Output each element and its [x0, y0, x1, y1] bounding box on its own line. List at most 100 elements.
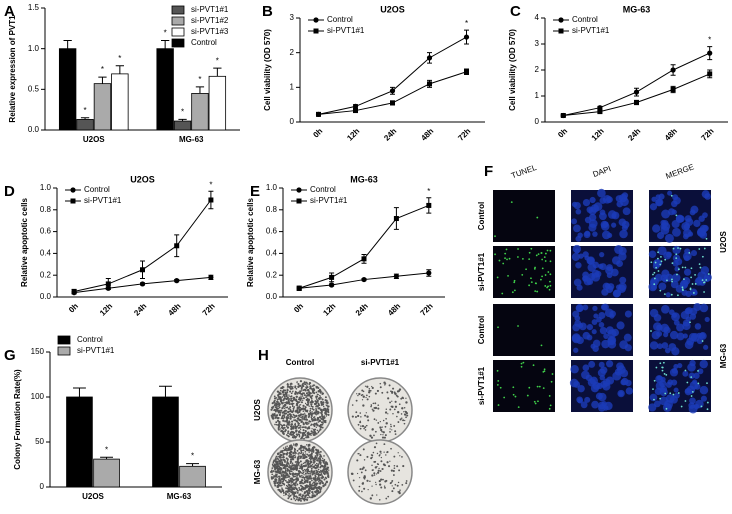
colony — [327, 406, 329, 408]
colony — [296, 433, 298, 435]
nucleus — [625, 311, 632, 318]
colony — [295, 436, 296, 437]
colony — [292, 468, 294, 470]
colony — [383, 431, 385, 433]
nucleus — [584, 231, 590, 237]
colony — [305, 453, 306, 454]
colony — [307, 497, 309, 499]
colony — [287, 386, 289, 388]
colony — [307, 424, 308, 425]
y-tick-label: 0.8 — [40, 205, 52, 214]
colony — [320, 391, 322, 393]
nucleus — [660, 324, 669, 333]
tunel-dot — [499, 260, 501, 262]
colony — [274, 398, 276, 400]
colony — [317, 455, 319, 457]
colony — [291, 487, 292, 488]
colony — [287, 423, 289, 425]
bar — [180, 466, 206, 487]
colony — [314, 495, 316, 497]
colony — [277, 453, 279, 455]
x-tick-label: 48h — [386, 301, 402, 317]
nucleus — [672, 246, 680, 254]
nucleus — [683, 252, 692, 261]
nucleus — [576, 396, 583, 403]
marker — [464, 69, 469, 74]
colony — [299, 427, 301, 429]
tunel-dot — [658, 270, 660, 272]
colony — [287, 417, 289, 419]
colony — [306, 415, 307, 416]
colony — [299, 465, 300, 466]
tunel-dot — [676, 214, 678, 216]
tunel-dot — [539, 386, 541, 388]
legend-label: Control — [77, 335, 103, 344]
colony — [286, 453, 288, 455]
colony — [274, 479, 275, 480]
colony — [314, 477, 316, 479]
colony — [380, 470, 382, 472]
colony — [300, 500, 302, 502]
colony — [290, 432, 292, 434]
colony — [375, 484, 376, 485]
tunel-dot — [533, 364, 535, 366]
colony — [288, 484, 290, 486]
colony — [298, 431, 300, 433]
colony — [314, 429, 315, 430]
colony — [281, 475, 283, 477]
colony — [295, 425, 297, 427]
colony — [308, 445, 310, 447]
colony — [385, 454, 386, 455]
colony — [295, 415, 297, 417]
colony — [321, 477, 323, 479]
bar — [157, 49, 174, 130]
colony — [304, 469, 305, 470]
colony — [325, 483, 326, 484]
nucleus — [620, 197, 629, 206]
colony — [271, 478, 273, 480]
colony — [300, 417, 301, 418]
colony — [277, 464, 279, 466]
tunel-dot — [502, 263, 504, 265]
tunel-dot — [680, 248, 682, 250]
colony — [291, 423, 293, 425]
y-axis-label: Cell viability (OD 570) — [263, 29, 272, 111]
colony — [286, 398, 287, 399]
colony — [292, 433, 294, 435]
colony — [394, 393, 396, 395]
colony — [379, 480, 381, 482]
colony — [303, 410, 305, 412]
colony — [375, 482, 376, 483]
colony — [278, 412, 279, 413]
colony — [404, 413, 406, 415]
colony — [365, 397, 366, 398]
colony — [322, 399, 324, 401]
colony — [302, 405, 304, 407]
colony — [303, 389, 305, 391]
colony — [305, 396, 307, 398]
nucleus — [652, 224, 660, 232]
y-axis-label: Relative apoptotic cells — [246, 197, 255, 286]
colony — [311, 489, 313, 491]
tunel-dot — [690, 376, 692, 378]
colony — [390, 390, 392, 392]
colony — [377, 472, 379, 474]
y-tick-label: 1 — [535, 91, 540, 100]
colony — [318, 430, 320, 432]
colony — [292, 425, 294, 427]
legend-marker — [70, 187, 75, 192]
bar — [209, 76, 226, 130]
colony — [294, 450, 296, 452]
colony — [300, 485, 302, 487]
colony — [319, 416, 321, 418]
colony — [289, 454, 290, 455]
colony — [286, 417, 288, 419]
nucleus — [591, 344, 596, 349]
nucleus — [695, 323, 701, 329]
colony — [284, 396, 286, 398]
colony — [373, 452, 375, 454]
colony — [304, 462, 306, 464]
colony — [380, 383, 382, 385]
nucleus — [582, 271, 589, 278]
colony — [310, 410, 311, 411]
